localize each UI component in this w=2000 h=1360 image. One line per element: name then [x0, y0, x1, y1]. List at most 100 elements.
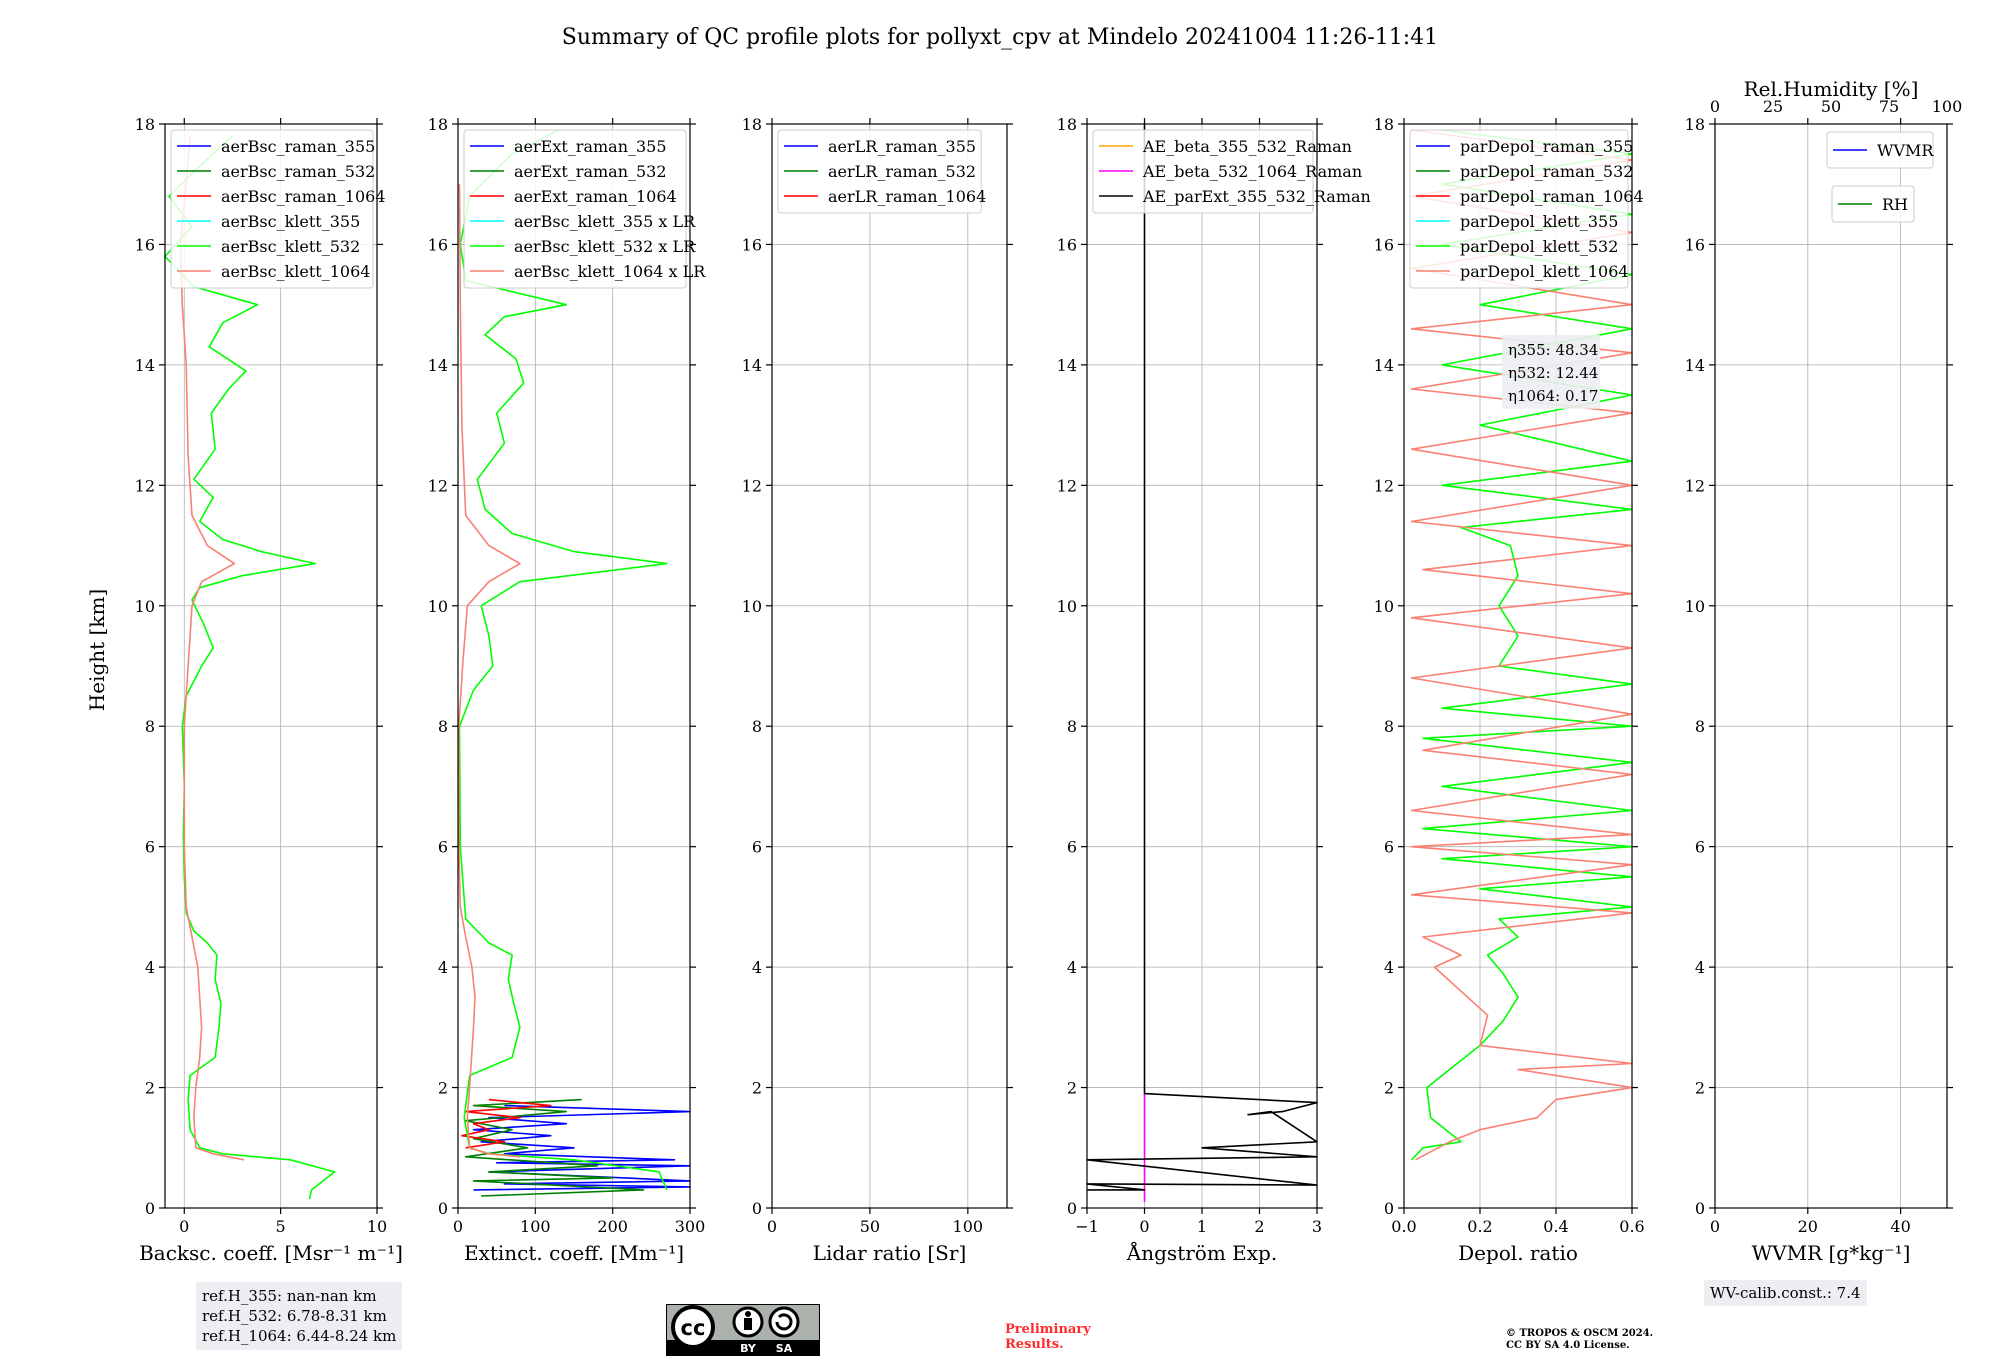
y-tick-label: 2 [1067, 1079, 1077, 1098]
y-tick-label: 14 [1685, 356, 1705, 375]
x-tick-label: 0 [1710, 1217, 1720, 1236]
profile-panel-3: 0 2 4 6 8 10 12 14 16 18 0 50 100 Lidar ratio [Sr] aer… [742, 115, 1013, 1265]
legend: parDepol_raman_355 parDepol_raman_532 parD… [1409, 129, 1644, 289]
legend-label: aerBsc_klett_1064 [221, 262, 370, 281]
legend-box [1826, 131, 1934, 169]
legend-label: parDepol_raman_1064 [1460, 187, 1644, 206]
y-tick-label: 0 [1067, 1199, 1077, 1218]
legend-label: parDepol_klett_1064 [1460, 262, 1629, 281]
eta-value: η1064: 0.17 [1508, 387, 1598, 405]
x-tick-label: 1 [1197, 1217, 1207, 1236]
y-tick-label: 16 [1685, 235, 1705, 254]
y-tick-label: 4 [1695, 958, 1705, 977]
legend-label: parDepol_klett_355 [1460, 212, 1618, 231]
y-tick-label: 8 [752, 717, 762, 736]
x-tick-label: 0.6 [1619, 1217, 1644, 1236]
svg-text:cc: cc [681, 1316, 706, 1340]
legend-label: aerLR_raman_355 [828, 137, 976, 156]
legend-box [1092, 129, 1314, 214]
series-line-aerBsc_klett_1064 x LR [458, 184, 521, 1158]
wv-calibration-box: WV-calib.const.: 7.4 [1704, 1280, 1867, 1306]
y-tick-label: 10 [428, 597, 448, 616]
legend-box [777, 129, 982, 214]
x-tick-label: 50 [860, 1217, 880, 1236]
reference-height-box: ref.H_355: nan-nan km ref.H_532: 6.78-8.… [196, 1282, 403, 1350]
y-tick-label: 6 [1384, 838, 1394, 857]
profile-panel-6: 0 2 4 6 8 10 12 14 16 18 0 20 40 WVMR [g*kg⁻¹] 0 25 50 75… [1685, 77, 1963, 1265]
y-tick-label: 14 [428, 356, 448, 375]
preliminary-line-2: Results. [1005, 1337, 1064, 1352]
y-tick-label: 10 [742, 597, 762, 616]
series-line-aerBsc_klett_532 [164, 135, 336, 1200]
y-tick-label: 8 [438, 717, 448, 736]
y-tick-label: 8 [1067, 717, 1077, 736]
y-tick-label: 8 [145, 717, 155, 736]
y-tick-label: 2 [438, 1079, 448, 1098]
y-tick-label: 12 [1057, 476, 1077, 495]
y-tick-label: 16 [135, 235, 155, 254]
axes-frame [1403, 123, 1633, 1209]
x-tick-label: 0.0 [1391, 1217, 1416, 1236]
series-line-aerBsc_klett_1064 [179, 135, 245, 1161]
y-tick-label: 18 [1685, 115, 1705, 134]
legend-label: aerLR_raman_1064 [828, 187, 986, 206]
y-tick-label: 18 [428, 115, 448, 134]
legend-label: aerBsc_klett_1064 x LR [514, 262, 706, 281]
legend-label: aerBsc_raman_532 [221, 162, 375, 181]
x-tick-label: 0 [767, 1217, 777, 1236]
y-tick-label: 12 [428, 476, 448, 495]
x-tick-label: 40 [1890, 1217, 1910, 1236]
legend-box [170, 129, 374, 289]
legend-label: aerBsc_klett_355 x LR [514, 212, 696, 231]
x-tick-label: 0 [453, 1217, 463, 1236]
x-tick-label: 10 [367, 1217, 387, 1236]
x-tick-label: 0.2 [1467, 1217, 1492, 1236]
ref-height-532: ref.H_532: 6.78-8.31 km [202, 1307, 387, 1325]
x-axis-label: Extinct. coeff. [Mm⁻¹] [464, 1241, 684, 1265]
y-tick-label: 4 [1067, 958, 1077, 977]
y-tick-label: 18 [1057, 115, 1077, 134]
legend-label: AE_parExt_355_532_Raman [1142, 187, 1371, 206]
x-axis-label: Lidar ratio [Sr] [813, 1241, 967, 1265]
legend-label: aerBsc_klett_532 [221, 237, 360, 256]
x-tick-label: 0 [1139, 1217, 1149, 1236]
x-tick-label: −1 [1075, 1217, 1099, 1236]
axes-frame [164, 123, 378, 1209]
eta-value: η355: 48.34 [1508, 341, 1598, 359]
top-x-tick-label: 50 [1821, 97, 1841, 116]
y-tick-label: 6 [145, 838, 155, 857]
y-tick-label: 0 [1695, 1199, 1705, 1218]
y-tick-label: 18 [135, 115, 155, 134]
preliminary-line-1: Preliminary [1005, 1322, 1091, 1337]
y-tick-label: 2 [1695, 1079, 1705, 1098]
y-tick-label: 10 [1685, 597, 1705, 616]
x-tick-label: 2 [1254, 1217, 1264, 1236]
legend-label: parDepol_klett_532 [1460, 237, 1618, 256]
legend-label: parDepol_raman_532 [1460, 162, 1633, 181]
profile-panel-1: 0 2 4 6 8 10 12 14 16 18 0 5 10 Backsc. coeff. [Msr⁻¹… [135, 115, 403, 1265]
y-tick-label: 14 [1057, 356, 1077, 375]
y-tick-label: 10 [135, 597, 155, 616]
y-tick-label: 2 [1384, 1079, 1394, 1098]
x-tick-label: 0 [179, 1217, 189, 1236]
y-tick-label: 18 [742, 115, 762, 134]
x-tick-label: 0.4 [1543, 1217, 1568, 1236]
y-tick-label: 4 [1384, 958, 1394, 977]
y-tick-label: 14 [742, 356, 762, 375]
legend-label: aerBsc_raman_355 [221, 137, 375, 156]
legend: aerLR_raman_355 aerLR_raman_532 aerLR_rama… [777, 129, 986, 214]
profile-panel-2: 0 2 4 6 8 10 12 14 16 18 0 100 200 300 Extinct. coeff.… [428, 115, 707, 1265]
profile-panel-5: 0 2 4 6 8 10 12 14 16 18 0.0 0.2 0.4 0.6 Depol. ratio p… [1374, 115, 1645, 1265]
x-tick-label: 5 [276, 1217, 286, 1236]
x-tick-label: 300 [675, 1217, 706, 1236]
y-tick-label: 18 [1374, 115, 1394, 134]
y-tick-label: 0 [145, 1199, 155, 1218]
y-tick-label: 12 [1685, 476, 1705, 495]
y-tick-label: 2 [145, 1079, 155, 1098]
y-tick-label: 6 [1695, 838, 1705, 857]
eta-box-background [1502, 334, 1600, 409]
legend-label: aerExt_raman_1064 [514, 187, 677, 206]
legend-box [463, 129, 687, 289]
legend-box [1409, 129, 1629, 289]
